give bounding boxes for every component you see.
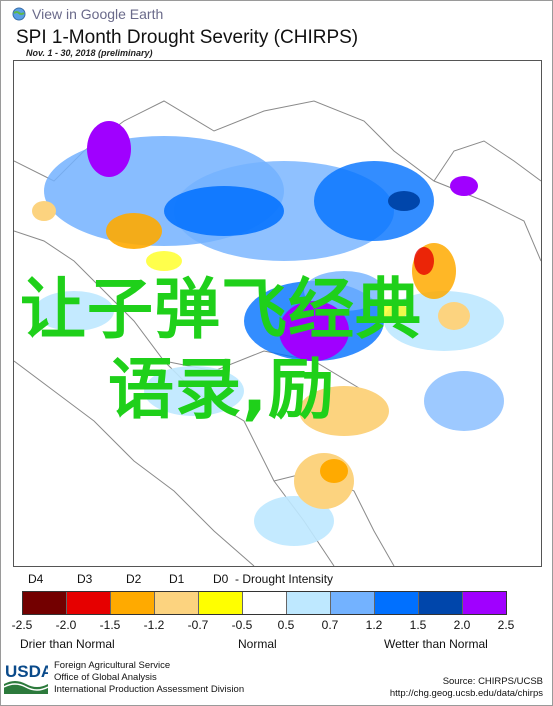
color-swatch [67, 592, 111, 614]
category-d4: D4 [28, 572, 44, 586]
agency-line-1: Foreign Agricultural Service [54, 660, 171, 671]
scale-tick-label: -2.5 [11, 618, 33, 632]
drought-category-labels: D4 D3 D2 D1 D0 - Drought Intensity [0, 572, 553, 586]
scale-tick-label: -1.5 [99, 618, 121, 632]
globe-icon [12, 7, 26, 21]
dry-regions [32, 201, 470, 509]
scale-tick-label: 1.2 [365, 618, 383, 632]
scale-tick-labels: -2.5 -2.0 -1.5 -1.2 -0.7 -0.5 0.5 0.7 1.2 1.5 2.0 2… [0, 618, 553, 632]
color-swatch [243, 592, 287, 614]
scale-tick-label: -1.2 [143, 618, 165, 632]
usda-footer: USDA Foreign Agricultural Service Office… [4, 660, 244, 696]
color-swatch [375, 592, 419, 614]
svg-text:USDA: USDA [5, 662, 48, 681]
scale-tick-label: 2.0 [453, 618, 471, 632]
color-swatch [111, 592, 155, 614]
map-title: SPI 1-Month Drought Severity (CHIRPS) [16, 27, 359, 48]
google-earth-link-label[interactable]: View in Google Earth [32, 6, 164, 22]
category-d1: D1 [169, 572, 185, 586]
scale-tick-label: -0.7 [187, 618, 209, 632]
color-swatch [331, 592, 375, 614]
category-d2: D2 [126, 572, 142, 586]
scale-tick-label: -2.0 [55, 618, 77, 632]
drought-map [13, 60, 542, 567]
normal-caption: Normal [238, 637, 277, 651]
color-swatch [23, 592, 67, 614]
color-scale-bar [22, 591, 507, 615]
color-swatch [155, 592, 199, 614]
drought-intensity-label: - Drought Intensity [235, 572, 334, 586]
scale-tick-label: -0.5 [231, 618, 253, 632]
source-label: Source: CHIRPS/UCSB [442, 676, 543, 687]
agency-line-3: International Production Assessment Divi… [54, 684, 245, 695]
drier-caption: Drier than Normal [20, 637, 115, 651]
scale-tick-label: 2.5 [497, 618, 515, 632]
usda-logo: USDA [4, 662, 48, 694]
category-d3: D3 [77, 572, 93, 586]
scale-tick-label: 1.5 [409, 618, 427, 632]
color-swatch [463, 592, 506, 614]
source-url-link[interactable]: http://chg.geog.ucsb.edu/data/chirps [389, 688, 543, 699]
agency-line-2: Office of Global Analysis [54, 672, 157, 683]
category-d0: D0 [213, 572, 229, 586]
scale-tick-label: 0.7 [321, 618, 339, 632]
very-wet-regions [87, 121, 478, 361]
color-swatch [419, 592, 463, 614]
source-credit: Source: CHIRPS/UCSB http://chg.geog.ucsb… [390, 676, 543, 700]
map-canvas [14, 61, 541, 566]
color-swatch [287, 592, 331, 614]
map-subtitle: Nov. 1 - 30, 2018 (preliminary) [26, 48, 153, 58]
wetter-caption: Wetter than Normal [384, 637, 488, 651]
scale-tick-label: 0.5 [277, 618, 295, 632]
color-swatch [199, 592, 243, 614]
view-in-google-earth-link[interactable]: View in Google Earth [12, 6, 163, 22]
